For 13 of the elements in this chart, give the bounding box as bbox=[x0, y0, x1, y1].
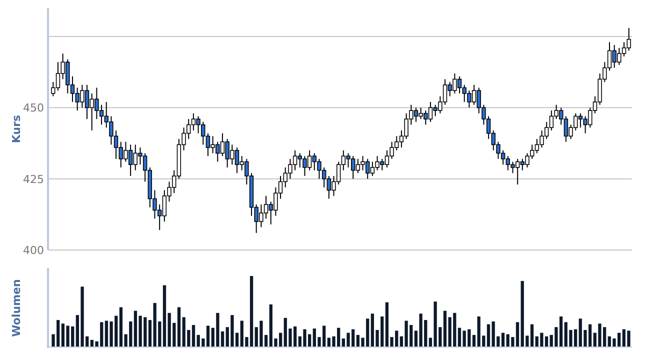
bar bbox=[162, 285, 166, 347]
y-tick-label: 400 bbox=[23, 244, 44, 257]
y-axis-title: Kurs bbox=[10, 114, 23, 144]
bar bbox=[516, 322, 520, 347]
y-tick-label: 450 bbox=[23, 102, 44, 115]
bar bbox=[472, 334, 476, 347]
bar bbox=[501, 332, 505, 347]
y-axis-title: Wolumen bbox=[10, 279, 23, 337]
bar bbox=[206, 326, 210, 347]
bar bbox=[177, 307, 181, 347]
bar bbox=[192, 324, 196, 347]
bar bbox=[486, 324, 490, 347]
y-tick-label: 425 bbox=[23, 172, 44, 186]
